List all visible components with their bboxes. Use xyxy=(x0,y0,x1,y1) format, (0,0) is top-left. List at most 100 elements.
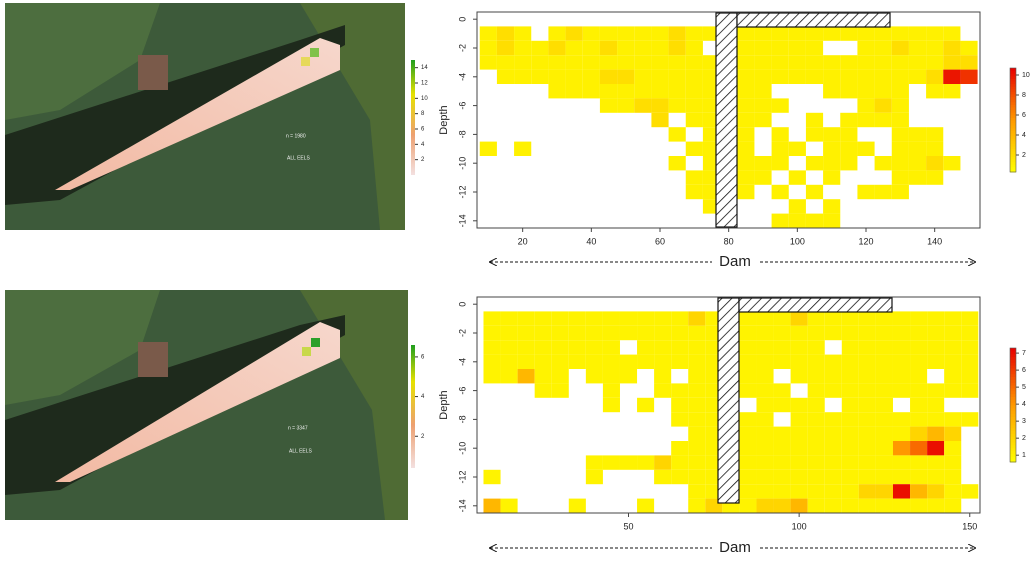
heatmap-cell xyxy=(876,340,893,354)
heatmap-cell xyxy=(739,470,756,484)
heatmap-cell xyxy=(857,98,874,112)
y-axis-label: Depth xyxy=(438,105,450,134)
heatmap-cell xyxy=(791,470,808,484)
heatmap-cell xyxy=(893,311,910,325)
y-tick-label: -12 xyxy=(457,470,467,483)
heatmap-cell xyxy=(857,70,874,84)
heatmap-cell xyxy=(737,127,754,141)
heatmap-cell xyxy=(651,84,668,98)
heatmap-cell xyxy=(961,484,978,498)
heatmap-cell xyxy=(637,499,654,513)
x-tick-label: 100 xyxy=(790,236,805,246)
heatmap-cell xyxy=(842,340,859,354)
heatmap-cell xyxy=(583,84,600,98)
heatmap-cell xyxy=(617,41,634,55)
colorbar-segment xyxy=(1010,431,1016,434)
heatmap-cell xyxy=(620,355,637,369)
heatmap-cell xyxy=(806,70,823,84)
heatmap-cell xyxy=(514,55,531,69)
heatmap-cell xyxy=(501,326,518,340)
heatmap-cell xyxy=(789,55,806,69)
heatmap-cell xyxy=(840,127,857,141)
heatmap-cell xyxy=(808,355,825,369)
heatmap-cell xyxy=(774,441,791,455)
heatmap-cell xyxy=(772,98,789,112)
heatmap-cell xyxy=(876,484,893,498)
heatmap-cell xyxy=(688,470,705,484)
heatmap-cell xyxy=(586,470,603,484)
heatmap-cell xyxy=(960,55,977,69)
heatmap-cell xyxy=(774,383,791,397)
heatmap-cell xyxy=(531,70,548,84)
heatmap-cell xyxy=(772,26,789,40)
heatmap-cell xyxy=(772,156,789,170)
heatmap-cell xyxy=(586,340,603,354)
colorbar-segment xyxy=(1010,394,1016,397)
colorbar-segment xyxy=(1010,359,1016,362)
x-tick-label: 120 xyxy=(858,236,873,246)
heatmap-cell xyxy=(876,326,893,340)
heatmap-cell xyxy=(842,369,859,383)
heatmap-cell xyxy=(651,55,668,69)
colorbar-segment xyxy=(1010,365,1016,368)
heatmap-cell xyxy=(483,369,500,383)
heatmap-cell xyxy=(535,311,552,325)
heatmap-cell xyxy=(791,427,808,441)
colorbar-segment xyxy=(1010,402,1016,405)
colorbar-segment xyxy=(1010,439,1016,442)
heatmap-cell xyxy=(531,41,548,55)
heatmap-cell xyxy=(739,311,756,325)
heatmap-cell xyxy=(483,470,500,484)
heatmap-cell xyxy=(910,369,927,383)
heatmap-cell xyxy=(893,455,910,469)
colorbar-tick-label: 2 xyxy=(421,157,425,163)
heatmap-cell xyxy=(823,26,840,40)
heatmap-cell xyxy=(688,311,705,325)
heatmap-cell xyxy=(514,41,531,55)
heatmap-cell xyxy=(944,311,961,325)
y-tick-label: -8 xyxy=(457,130,467,138)
heatmap-cell xyxy=(737,55,754,69)
heatmap-cell xyxy=(671,441,688,455)
y-tick-label: -2 xyxy=(457,329,467,337)
heatmap-cell xyxy=(566,55,583,69)
heatmap-cell xyxy=(617,84,634,98)
heatmap-cell xyxy=(483,499,500,513)
heatmap-cell xyxy=(583,70,600,84)
heatmap-cell xyxy=(620,455,637,469)
heatmap-cell xyxy=(739,484,756,498)
heatmap-cell xyxy=(806,214,823,228)
heatmap-cell xyxy=(688,340,705,354)
colorbar-tick-label: 6 xyxy=(421,127,425,133)
heatmap-cell xyxy=(926,142,943,156)
heatmap-cell xyxy=(569,355,586,369)
heatmap-cell xyxy=(671,340,688,354)
colorbar-tick-label: 1 xyxy=(1022,452,1026,459)
heatmap-cell xyxy=(859,355,876,369)
heatmap-cell xyxy=(859,311,876,325)
x-tick-label: 100 xyxy=(792,521,807,531)
heatmap-cell xyxy=(859,340,876,354)
colorbar-segment xyxy=(1010,442,1016,445)
heatmap-cell xyxy=(634,41,651,55)
heatmap-cell xyxy=(754,156,771,170)
aerial-image: n = 1980 ALL EELS xyxy=(5,3,415,230)
heatmap-cell xyxy=(944,355,961,369)
heatmap-cell xyxy=(927,326,944,340)
heatmap-cell xyxy=(892,170,909,184)
heatmap-cell xyxy=(600,55,617,69)
heatmap-cell xyxy=(927,484,944,498)
image-annotation: n = 1980 xyxy=(286,133,306,139)
heatmap-cell xyxy=(514,142,531,156)
heatmap-cell xyxy=(909,41,926,55)
heatmap-cell xyxy=(686,70,703,84)
heatmap-cell xyxy=(893,383,910,397)
heatmap-cell xyxy=(876,383,893,397)
heatmap-cell xyxy=(654,326,671,340)
heatmap-cell xyxy=(603,340,620,354)
heatmap-cell xyxy=(909,70,926,84)
heatmap-cell xyxy=(926,170,943,184)
heatmap-cell xyxy=(842,427,859,441)
heatmap-cell xyxy=(876,355,893,369)
